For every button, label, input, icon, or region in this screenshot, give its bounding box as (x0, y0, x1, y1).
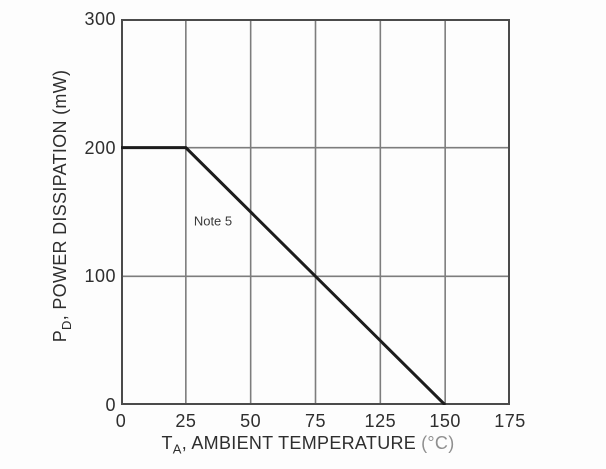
x-axis-symbol: T (161, 433, 173, 453)
y-axis-title-text: , POWER DISSIPATION (mW) (50, 69, 71, 321)
x-tick-label: 175 (494, 411, 526, 431)
x-tick-label: 125 (364, 411, 397, 431)
x-tick-label: 150 (429, 411, 461, 431)
y-tick-label: 200 (84, 137, 116, 158)
y-axis-title: PD, POWER DISSIPATION (mW) (50, 70, 74, 343)
x-tick-label: 75 (304, 411, 327, 431)
x-tick-label: 0 (115, 411, 127, 431)
x-axis-symbol-subscript: A (172, 441, 182, 457)
y-tick-label: 0 (105, 395, 116, 415)
x-tick-label: 50 (240, 411, 262, 431)
x-axis-title-text: , AMBIENT TEMPERATURE (181, 433, 417, 453)
note-annotation: Note 5 (193, 213, 233, 229)
power-derating-line (121, 146, 447, 405)
plot-border (121, 19, 510, 405)
x-axis-unit: (°C) (421, 433, 455, 453)
y-axis-symbol-subscript: D (58, 320, 74, 330)
plot-area (121, 19, 510, 405)
chart-svg (121, 19, 510, 405)
y-axis-symbol: P (50, 329, 71, 343)
y-tick-label: 300 (84, 9, 116, 29)
y-tick-label: 100 (84, 266, 116, 287)
x-tick-label: 25 (175, 411, 197, 431)
x-axis-title: TA, AMBIENT TEMPERATURE (°C) (162, 433, 455, 457)
